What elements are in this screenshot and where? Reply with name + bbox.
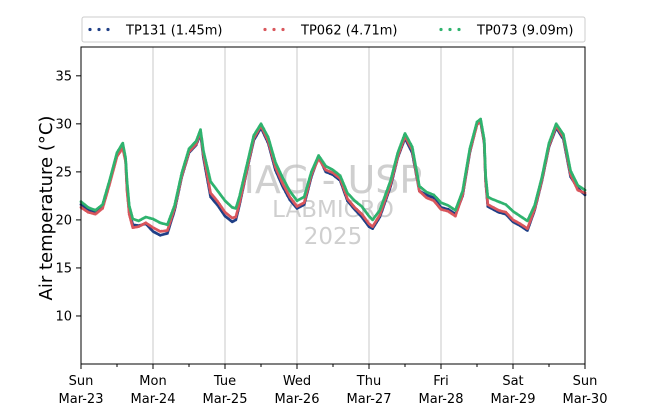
x-tick-label: Tue Mar-25 — [203, 374, 248, 407]
legend-item: TP062 (4.71m) — [263, 24, 397, 39]
x-tick-date: Mar-25 — [203, 392, 248, 407]
x-tick-date: Mar-23 — [59, 392, 104, 407]
y-tick-label: 20 — [55, 213, 72, 228]
x-tick-date: Mar-30 — [563, 392, 608, 407]
legend: TP131 (1.45m) TP062 (4.71m) TP073 (9.09m) — [81, 16, 586, 43]
legend-marker — [272, 27, 276, 32]
legend-marker — [97, 27, 101, 32]
x-tick-day: Sun — [69, 374, 94, 389]
y-tick-label: 35 — [55, 69, 72, 84]
x-tick-day: Thu — [356, 374, 381, 389]
x-tick-label: Thu Mar-27 — [347, 374, 392, 407]
x-tick-day: Sun — [573, 374, 598, 389]
legend-marker — [263, 27, 267, 32]
x-tick-date: Mar-28 — [419, 392, 464, 407]
watermark: IAG - USP LABMICRO 2025 — [244, 158, 423, 250]
y-tick-label: 30 — [55, 117, 72, 132]
legend-label: TP062 (4.71m) — [300, 24, 397, 39]
legend-label: TP131 (1.45m) — [125, 24, 222, 39]
x-axis: Sun Mar-23 Mon Mar-24 Tue Mar-25 Wed Mar-26 Thu M… — [59, 364, 608, 407]
legend-label: TP073 (9.09m) — [476, 24, 573, 39]
x-tick-day: Mon — [139, 374, 166, 389]
y-tick-label: 15 — [55, 261, 72, 276]
legend-marker — [106, 27, 110, 32]
x-tick-label: Wed Mar-26 — [275, 374, 320, 407]
x-tick-label: Sat Mar-29 — [491, 374, 536, 407]
y-tick-label: 25 — [55, 165, 72, 180]
x-tick-label: Sun Mar-30 — [563, 374, 608, 407]
y-axis-title: Air temperature (°C) — [36, 116, 57, 301]
legend-marker — [448, 27, 452, 32]
x-tick-label: Sun Mar-23 — [59, 374, 104, 407]
watermark-line-3: 2025 — [304, 224, 363, 250]
legend-item: TP073 (9.09m) — [439, 24, 573, 39]
x-tick-day: Wed — [283, 374, 311, 389]
data-series — [79, 117, 587, 237]
legend-item: TP131 (1.45m) — [88, 24, 222, 39]
x-tick-label: Mon Mar-24 — [131, 374, 176, 407]
plot-area — [81, 47, 585, 364]
legend-box — [81, 16, 586, 43]
series-3 — [79, 117, 587, 227]
x-tick-date: Mar-27 — [347, 392, 392, 407]
x-tick-day: Tue — [213, 374, 236, 389]
x-tick-date: Mar-26 — [275, 392, 320, 407]
x-tick-day: Sat — [502, 374, 523, 389]
y-tick-label: 10 — [55, 309, 72, 324]
legend-marker — [88, 27, 92, 32]
x-tick-date: Mar-24 — [131, 392, 176, 407]
legend-marker — [281, 27, 285, 32]
legend-marker — [457, 27, 461, 32]
x-tick-day: Fri — [433, 374, 449, 389]
x-tick-date: Mar-29 — [491, 392, 536, 407]
y-axis: 10 15 20 25 30 35 — [55, 69, 81, 324]
legend-marker — [439, 27, 443, 32]
x-tick-label: Fri Mar-28 — [419, 374, 464, 407]
